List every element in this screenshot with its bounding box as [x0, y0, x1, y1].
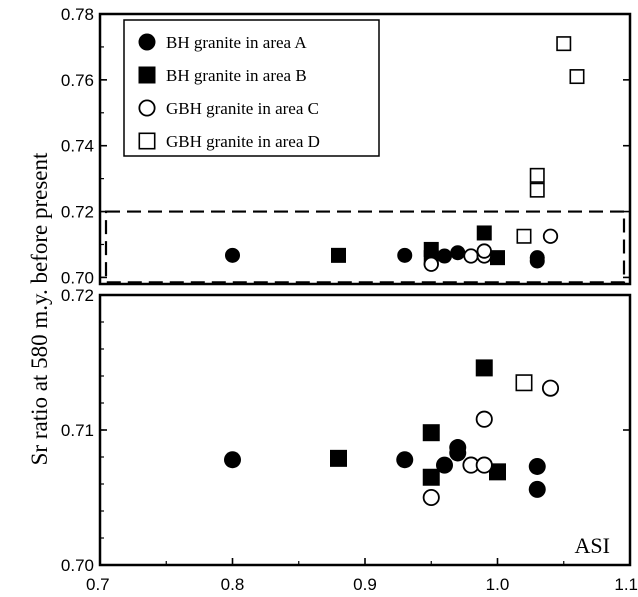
x-tick-label: 0.8: [221, 575, 245, 594]
lower-y-tick-label: 0.71: [61, 421, 94, 440]
x-axis-label: ASI: [575, 533, 610, 558]
lower-plot-frame: [98, 293, 632, 567]
lower-point-bh-granite-in-area-a: [396, 451, 414, 469]
y-axis-label: Sr ratio at 580 m.y. before present: [27, 152, 52, 465]
lower-point-bh-granite-in-area-b: [489, 463, 506, 481]
upper-point-gbh-granite-in-area-c: [463, 248, 479, 264]
upper-y-tick-label: 0.78: [61, 5, 94, 24]
upper-point-gbh-granite-in-area-d: [516, 228, 532, 244]
upper-y-tick-label: 0.72: [61, 203, 94, 222]
legend-label-bh-granite-in-area-a: BH granite in area A: [166, 33, 307, 52]
lower-point-gbh-granite-in-area-c: [475, 456, 493, 474]
upper-point-gbh-granite-in-area-c: [423, 256, 439, 272]
upper-point-gbh-granite-in-area-c: [542, 228, 559, 244]
x-tick-label: 0.7: [86, 575, 110, 594]
lower-point-bh-granite-in-area-b: [422, 424, 440, 442]
lower-y-tick-label: 0.70: [61, 556, 94, 575]
legend-frame: [123, 19, 380, 157]
x-tick-label: 1.1: [614, 575, 638, 594]
upper-y-axis: 0.70 0.72 0.74 0.76 0.78: [61, 5, 630, 287]
x-tick-label: 1.0: [486, 575, 510, 594]
legend-label-bh-granite-in-area-b: BH granite in area B: [166, 66, 307, 85]
lower-y-tick-label: 0.72: [61, 286, 94, 305]
x-tick-label: 0.9: [353, 575, 377, 594]
legend-label-gbh-granite-in-area-c: GBH granite in area C: [166, 99, 319, 118]
lower-panel: 0.70 0.71 0.72 0.7 0.8 0.9 1.0 1.1 ASI: [61, 286, 638, 594]
upper-point-bh-granite-in-area-a: [450, 245, 466, 261]
legend-marker-bh-granite-in-area-b: [138, 66, 156, 84]
upper-point-gbh-granite-in-area-d: [529, 167, 545, 183]
upper-point-bh-granite-in-area-b: [490, 250, 505, 266]
upper-plot-frame: [98, 12, 632, 286]
lower-x-axis: 0.7 0.8 0.9 1.0 1.1: [86, 558, 638, 594]
lower-point-gbh-granite-in-area-c: [422, 488, 440, 507]
upper-point-gbh-granite-in-area-d: [529, 182, 545, 198]
legend-marker-gbh-granite-in-area-d: [138, 132, 156, 150]
upper-point-bh-granite-in-area-a: [397, 247, 413, 263]
lower-data-points: [224, 359, 560, 507]
lower-point-bh-granite-in-area-a: [528, 480, 546, 498]
upper-point-bh-granite-in-area-b: [476, 225, 492, 241]
lower-point-bh-granite-in-area-b: [422, 468, 440, 486]
upper-point-gbh-granite-in-area-d: [569, 69, 585, 85]
upper-point-gbh-granite-in-area-d: [556, 36, 572, 52]
lower-point-bh-granite-in-area-a: [224, 451, 241, 469]
lower-point-bh-granite-in-area-b: [330, 449, 347, 467]
lower-point-gbh-granite-in-area-d: [515, 374, 533, 392]
zoom-region-box: [104, 210, 626, 284]
upper-point-gbh-granite-in-area-c: [476, 243, 492, 259]
lower-point-gbh-granite-in-area-c: [475, 410, 493, 428]
lower-point-bh-granite-in-area-a: [528, 457, 546, 475]
upper-point-bh-granite-in-area-b: [331, 247, 346, 263]
lower-point-gbh-granite-in-area-c: [541, 379, 560, 397]
legend-label-gbh-granite-in-area-d: GBH granite in area D: [166, 132, 320, 151]
upper-y-tick-label: 0.76: [61, 71, 94, 90]
legend: BH granite in area A BH granite in area B…: [123, 19, 380, 157]
lower-point-bh-granite-in-area-b: [475, 359, 493, 377]
upper-point-bh-granite-in-area-a: [225, 247, 240, 263]
legend-marker-bh-granite-in-area-a: [138, 33, 156, 51]
upper-point-bh-granite-in-area-a: [437, 248, 452, 264]
lower-point-bh-granite-in-area-a: [436, 456, 453, 474]
legend-marker-gbh-granite-in-area-c: [138, 99, 156, 117]
upper-y-tick-label: 0.70: [61, 268, 94, 287]
lower-point-bh-granite-in-area-a: [449, 439, 467, 457]
upper-panel: 0.70 0.72 0.74 0.76 0.78 BH granite in area …: [61, 5, 632, 287]
lower-y-axis: 0.70 0.71 0.72: [61, 286, 630, 575]
upper-point-bh-granite-in-area-a: [529, 253, 545, 269]
upper-y-tick-label: 0.74: [61, 137, 94, 156]
upper-data-points: [225, 36, 585, 272]
